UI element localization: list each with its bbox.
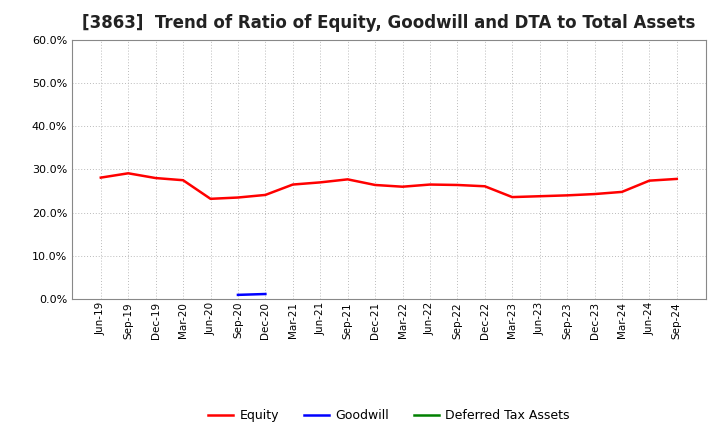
Goodwill xyxy=(261,291,270,297)
Equity xyxy=(151,176,160,181)
Equity xyxy=(508,194,516,200)
Equity xyxy=(206,196,215,202)
Equity xyxy=(233,195,242,200)
Equity xyxy=(179,178,187,183)
Goodwill xyxy=(233,292,242,297)
Equity xyxy=(563,193,572,198)
Legend: Equity, Goodwill, Deferred Tax Assets: Equity, Goodwill, Deferred Tax Assets xyxy=(203,404,575,427)
Equity xyxy=(453,182,462,187)
Equity xyxy=(371,182,379,187)
Equity xyxy=(96,175,105,180)
Equity xyxy=(536,194,544,199)
Title: [3863]  Trend of Ratio of Equity, Goodwill and DTA to Total Assets: [3863] Trend of Ratio of Equity, Goodwil… xyxy=(82,15,696,33)
Line: Equity: Equity xyxy=(101,173,677,199)
Equity xyxy=(618,189,626,194)
Equity xyxy=(672,176,681,182)
Equity xyxy=(316,180,325,185)
Equity xyxy=(398,184,407,189)
Equity xyxy=(426,182,434,187)
Equity xyxy=(289,182,297,187)
Line: Goodwill: Goodwill xyxy=(238,294,266,295)
Equity xyxy=(261,192,270,198)
Equity xyxy=(343,177,352,182)
Equity xyxy=(480,183,489,189)
Equity xyxy=(590,191,599,197)
Equity xyxy=(124,171,132,176)
Equity xyxy=(645,178,654,183)
